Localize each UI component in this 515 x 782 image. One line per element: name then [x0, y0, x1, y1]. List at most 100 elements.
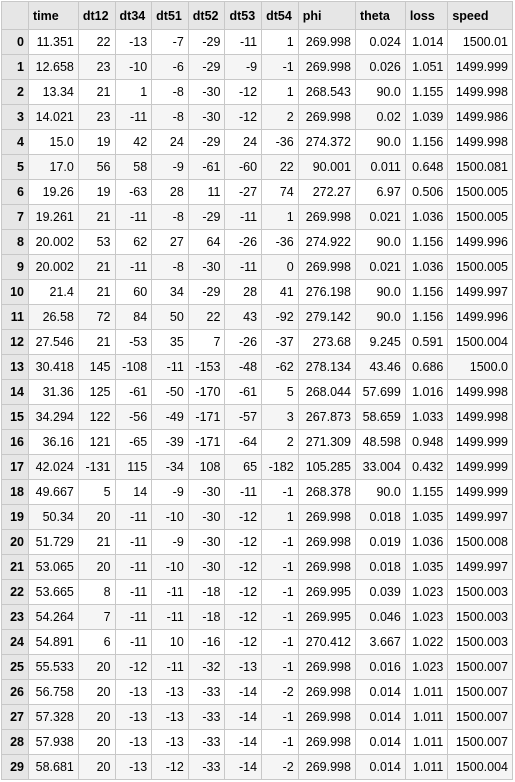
- cell-speed: 1499.999: [447, 454, 513, 480]
- cell-speed: 1499.999: [447, 479, 513, 505]
- cell-time: 53.065: [28, 554, 79, 580]
- column-header-time: time: [28, 1, 79, 30]
- cell-dt12: 5: [77, 479, 116, 505]
- cell-speed: 1500.004: [447, 754, 513, 780]
- cell-loss: 1.156: [404, 279, 449, 305]
- cell-dt52: -30: [187, 554, 226, 580]
- row-index: 14: [1, 379, 29, 405]
- cell-loss: 1.156: [404, 229, 449, 255]
- cell-phi: 274.922: [297, 229, 356, 255]
- cell-dt51: -8: [151, 79, 189, 105]
- row-index: 13: [1, 354, 29, 380]
- table-row: 25 55.533 20 -12 -11 -32 -13 -1 269.998 0.016 1.02…: [1, 654, 513, 680]
- cell-speed: 1500.005: [447, 204, 513, 230]
- cell-loss: 1.011: [404, 679, 449, 705]
- cell-dt34: 14: [114, 479, 153, 505]
- cell-speed: 1500.005: [447, 254, 513, 280]
- cell-phi: 269.998: [297, 54, 356, 80]
- table-row: 3 14.021 23 -11 -8 -30 -12 2 269.998 0.02 1.039 149…: [1, 104, 513, 130]
- cell-dt52: -29: [187, 204, 226, 230]
- cell-dt12: 125: [77, 379, 116, 405]
- cell-dt53: -26: [224, 329, 263, 355]
- table-row: 20 51.729 21 -11 -9 -30 -12 -1 269.998 0.019 1.036…: [1, 529, 513, 555]
- table-row: 28 57.938 20 -13 -13 -33 -14 -1 269.998 0.014 1.01…: [1, 729, 513, 755]
- cell-dt54: -92: [261, 304, 299, 330]
- cell-theta: 0.014: [354, 704, 406, 730]
- cell-dt52: -29: [187, 54, 226, 80]
- cell-dt52: -30: [187, 504, 226, 530]
- cell-loss: 1.155: [404, 479, 449, 505]
- cell-dt12: 19: [77, 179, 116, 205]
- cell-loss: 1.036: [404, 204, 449, 230]
- cell-dt53: -13: [224, 654, 263, 680]
- cell-dt54: -62: [261, 354, 299, 380]
- cell-theta: 58.659: [354, 404, 406, 430]
- table-row: 14 31.36 125 -61 -50 -170 -61 5 268.044 57.699 1.0…: [1, 379, 513, 405]
- cell-dt52: -171: [187, 429, 226, 455]
- cell-loss: 1.011: [404, 729, 449, 755]
- cell-dt12: 20: [77, 704, 116, 730]
- table-row: 29 58.681 20 -13 -12 -33 -14 -2 269.998 0.014 1.01…: [1, 754, 513, 780]
- cell-loss: 1.023: [404, 579, 449, 605]
- cell-dt53: 65: [224, 454, 263, 480]
- cell-speed: 1500.007: [447, 654, 513, 680]
- column-header-theta: theta: [354, 1, 406, 30]
- cell-theta: 33.004: [354, 454, 406, 480]
- row-index: 27: [1, 704, 29, 730]
- cell-dt51: -10: [151, 504, 189, 530]
- cell-dt52: -16: [187, 629, 226, 655]
- cell-loss: 0.648: [404, 154, 449, 180]
- cell-time: 11.351: [28, 29, 79, 55]
- cell-loss: 1.036: [404, 529, 449, 555]
- cell-dt54: -2: [261, 679, 299, 705]
- cell-dt53: -12: [224, 104, 263, 130]
- cell-dt53: -14: [224, 704, 263, 730]
- cell-dt53: -9: [224, 54, 263, 80]
- cell-phi: 268.543: [297, 79, 356, 105]
- table-body: 0 11.351 22 -13 -7 -29 -11 1 269.998 0.024 1.014 15…: [1, 29, 513, 780]
- cell-dt52: 22: [187, 304, 226, 330]
- cell-dt34: -11: [114, 204, 153, 230]
- cell-dt54: -2: [261, 754, 299, 780]
- cell-dt34: -11: [114, 554, 153, 580]
- cell-theta: 0.014: [354, 729, 406, 755]
- cell-phi: 267.873: [297, 404, 356, 430]
- cell-speed: 1499.999: [447, 54, 513, 80]
- column-header-dt51: dt51: [151, 1, 189, 30]
- cell-dt51: -8: [151, 204, 189, 230]
- cell-dt52: 7: [187, 329, 226, 355]
- cell-loss: 1.156: [404, 129, 449, 155]
- cell-phi: 269.998: [297, 104, 356, 130]
- cell-speed: 1500.01: [447, 29, 513, 55]
- row-index: 10: [1, 279, 29, 305]
- cell-loss: 1.036: [404, 254, 449, 280]
- cell-dt54: -1: [261, 479, 299, 505]
- cell-phi: 269.998: [297, 704, 356, 730]
- cell-dt34: -11: [114, 254, 153, 280]
- cell-dt54: -1: [261, 704, 299, 730]
- cell-theta: 90.0: [354, 479, 406, 505]
- cell-phi: 269.995: [297, 579, 356, 605]
- cell-phi: 269.998: [297, 554, 356, 580]
- table-row: 0 11.351 22 -13 -7 -29 -11 1 269.998 0.024 1.014 15…: [1, 29, 513, 55]
- table-row: 17 42.024 -131 115 -34 108 65 -182 105.285 33.004…: [1, 454, 513, 480]
- cell-loss: 1.035: [404, 554, 449, 580]
- cell-dt53: -12: [224, 529, 263, 555]
- cell-loss: 1.016: [404, 379, 449, 405]
- cell-loss: 0.432: [404, 454, 449, 480]
- cell-phi: 278.134: [297, 354, 356, 380]
- cell-dt34: -12: [114, 654, 153, 680]
- cell-dt51: -8: [151, 254, 189, 280]
- cell-phi: 269.998: [297, 504, 356, 530]
- cell-speed: 1499.997: [447, 554, 513, 580]
- row-index: 28: [1, 729, 29, 755]
- cell-dt51: 50: [151, 304, 189, 330]
- cell-theta: 43.46: [354, 354, 406, 380]
- table-row: 18 49.667 5 14 -9 -30 -11 -1 268.378 90.0 1.155 149…: [1, 479, 513, 505]
- column-header-dt34: dt34: [114, 1, 153, 30]
- cell-speed: 1499.996: [447, 229, 513, 255]
- cell-theta: 90.0: [354, 304, 406, 330]
- cell-dt12: 21: [77, 254, 116, 280]
- cell-dt54: -1: [261, 729, 299, 755]
- row-index: 16: [1, 429, 29, 455]
